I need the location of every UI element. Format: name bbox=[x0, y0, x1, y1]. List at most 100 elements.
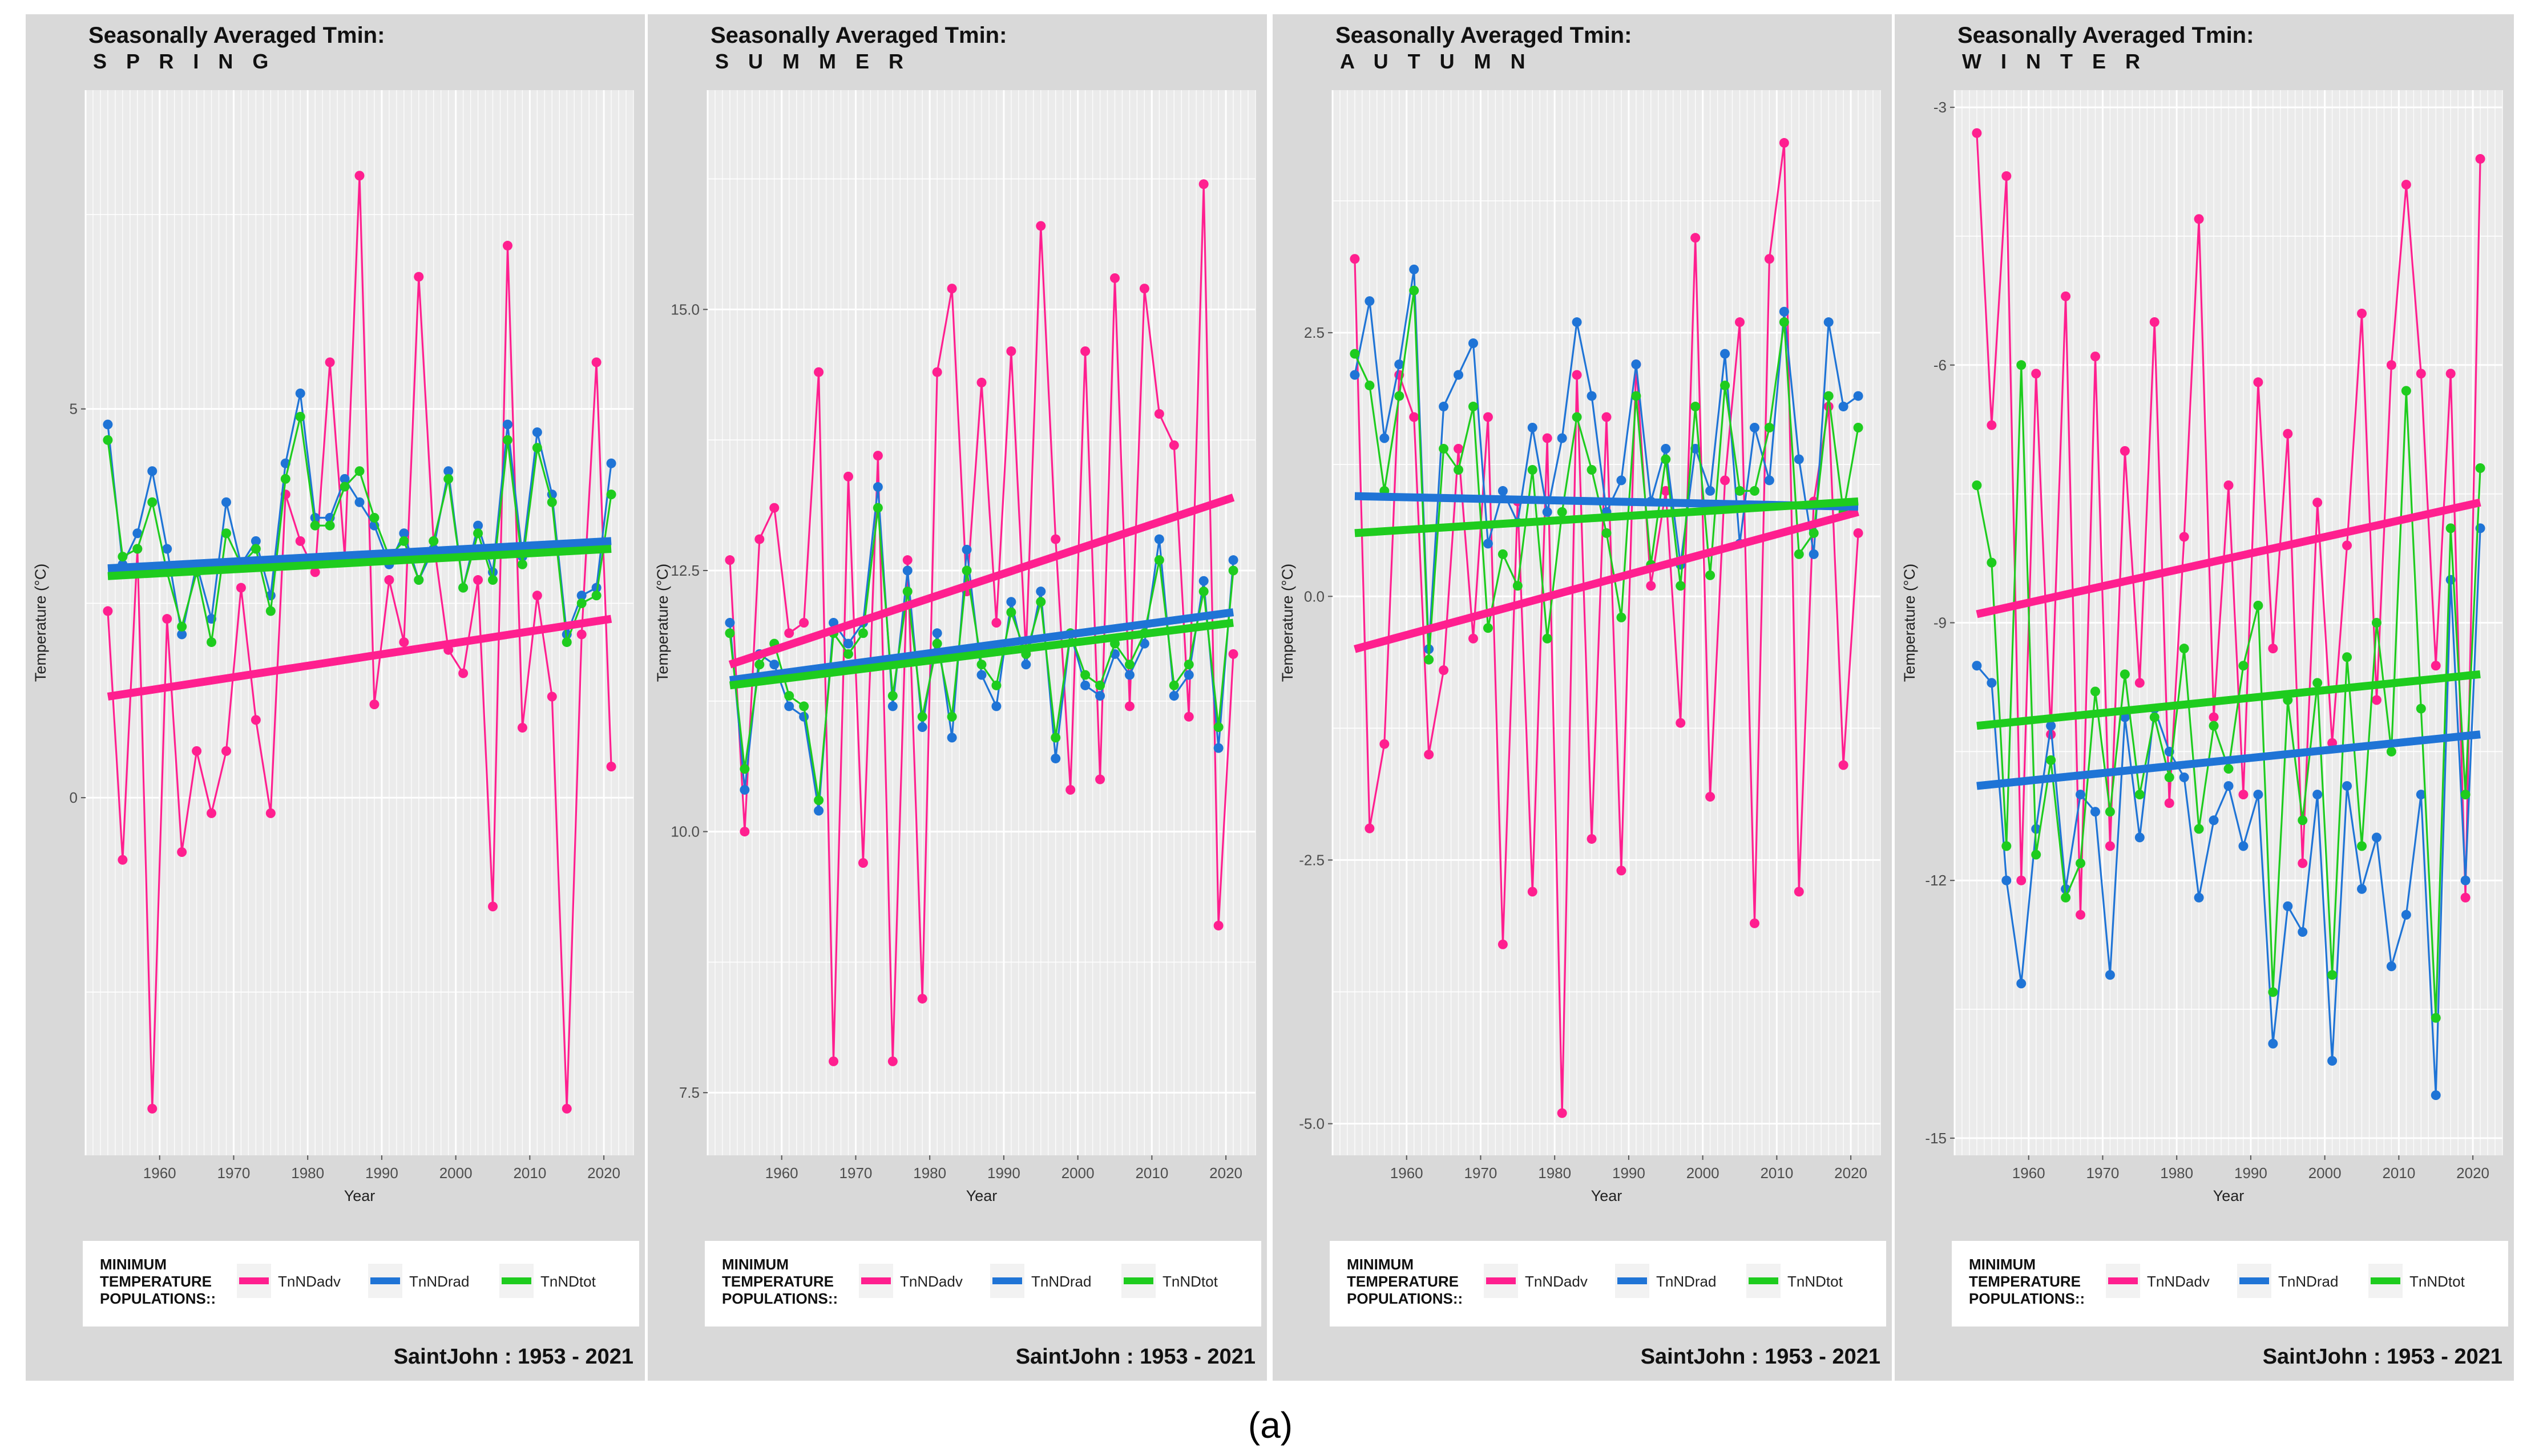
data-point bbox=[887, 701, 898, 711]
data-point bbox=[2209, 712, 2219, 722]
data-point bbox=[1409, 264, 1419, 274]
data-point bbox=[2386, 961, 2396, 972]
data-point bbox=[251, 715, 261, 725]
data-point bbox=[399, 528, 409, 539]
data-point bbox=[2016, 875, 2027, 885]
data-point bbox=[1006, 346, 1016, 357]
data-point bbox=[1051, 753, 1061, 763]
data-point bbox=[1735, 317, 1745, 327]
data-point bbox=[295, 388, 305, 398]
data-point bbox=[2223, 480, 2234, 491]
legend-label: TnNDrad bbox=[409, 1273, 469, 1290]
data-point bbox=[132, 528, 143, 539]
data-point bbox=[1557, 507, 1567, 517]
data-point bbox=[2179, 773, 2189, 783]
data-point bbox=[2194, 824, 2204, 834]
data-point bbox=[1065, 784, 1076, 795]
legend-title-line: TEMPERATURE bbox=[100, 1273, 212, 1290]
data-point bbox=[1749, 918, 1759, 928]
x-tick-label: 2010 bbox=[1135, 1164, 1168, 1182]
data-point bbox=[858, 858, 868, 868]
legend-title-line: POPULATIONS:: bbox=[722, 1290, 838, 1307]
data-point bbox=[1439, 443, 1449, 454]
data-point bbox=[443, 466, 454, 476]
data-point bbox=[325, 520, 335, 531]
data-point bbox=[1095, 680, 1105, 690]
data-point bbox=[265, 606, 276, 616]
data-point bbox=[1095, 691, 1105, 701]
data-point bbox=[2460, 875, 2471, 885]
data-point bbox=[1095, 774, 1105, 784]
data-point bbox=[118, 855, 128, 865]
data-point bbox=[1483, 412, 1493, 422]
data-point bbox=[369, 513, 380, 523]
data-point bbox=[1572, 412, 1582, 422]
series-tnndadv bbox=[1350, 137, 1863, 1118]
data-point bbox=[502, 241, 512, 251]
data-point bbox=[1823, 391, 1834, 401]
data-point bbox=[1527, 464, 1537, 475]
trend-line-tnndtot bbox=[107, 545, 612, 580]
legend-label: TnNDadv bbox=[2147, 1273, 2210, 1290]
x-tick-label: 2000 bbox=[2308, 1164, 2342, 1182]
data-point bbox=[2268, 987, 2278, 997]
data-point bbox=[2061, 892, 2071, 903]
data-point bbox=[576, 629, 587, 640]
data-point bbox=[2090, 686, 2100, 697]
data-point bbox=[606, 762, 616, 772]
x-tick-label: 1980 bbox=[913, 1164, 946, 1182]
data-point bbox=[488, 575, 498, 585]
panel-title: Seasonally Averaged Tmin: bbox=[88, 23, 385, 48]
data-point bbox=[1616, 865, 1626, 876]
data-point bbox=[2253, 600, 2263, 610]
data-point bbox=[2061, 291, 2071, 301]
data-point bbox=[1720, 381, 1730, 391]
x-tick-label: 1970 bbox=[217, 1164, 251, 1182]
data-point bbox=[562, 637, 572, 648]
legend-label: TnNDtot bbox=[1162, 1273, 1218, 1290]
data-point bbox=[162, 544, 172, 554]
data-point bbox=[917, 993, 927, 1004]
data-point bbox=[1764, 423, 1774, 433]
data-point bbox=[2134, 832, 2145, 843]
y-axis-title: Temperature (°C) bbox=[654, 564, 671, 682]
data-point bbox=[429, 536, 439, 546]
panels-container: Seasonally Averaged Tmin:S P R I N G0519… bbox=[26, 14, 2514, 1381]
data-point bbox=[740, 827, 750, 837]
x-tick-label: 1960 bbox=[2012, 1164, 2045, 1182]
series-tnndrad bbox=[1972, 523, 2485, 1101]
y-tick-label: 7.5 bbox=[679, 1084, 700, 1101]
data-point bbox=[2357, 841, 2367, 851]
data-point bbox=[177, 629, 187, 640]
data-point bbox=[1454, 370, 1464, 380]
data-point bbox=[1661, 443, 1671, 454]
trend-line-tnndadv bbox=[1354, 508, 1859, 653]
legend-title-line: TEMPERATURE bbox=[1969, 1273, 2081, 1290]
data-point bbox=[1213, 743, 1224, 753]
data-point bbox=[340, 474, 350, 484]
data-point bbox=[1497, 549, 1508, 559]
panel-season: S P R I N G bbox=[93, 50, 275, 73]
legend-title-line: TEMPERATURE bbox=[1347, 1273, 1459, 1290]
data-point bbox=[2401, 909, 2411, 920]
data-point bbox=[1987, 420, 1997, 430]
x-tick-label: 2000 bbox=[439, 1164, 473, 1182]
data-point bbox=[2460, 892, 2471, 903]
series-tnndtot bbox=[103, 411, 616, 648]
panel-season: A U T U M N bbox=[1340, 50, 1532, 73]
data-point bbox=[310, 567, 320, 577]
data-point bbox=[502, 435, 512, 445]
y-axis-title: Temperature (°C) bbox=[1901, 564, 1918, 682]
data-point bbox=[2105, 807, 2115, 817]
data-point bbox=[147, 497, 158, 507]
data-point bbox=[2371, 618, 2381, 628]
data-point bbox=[740, 764, 750, 774]
data-point bbox=[517, 559, 527, 569]
data-point bbox=[1228, 555, 1238, 565]
data-point bbox=[2342, 781, 2352, 791]
data-point bbox=[2298, 927, 2308, 937]
data-point bbox=[1794, 549, 1804, 559]
data-point bbox=[2046, 755, 2056, 765]
x-tick-label: 2020 bbox=[587, 1164, 620, 1182]
data-point bbox=[1661, 486, 1671, 496]
